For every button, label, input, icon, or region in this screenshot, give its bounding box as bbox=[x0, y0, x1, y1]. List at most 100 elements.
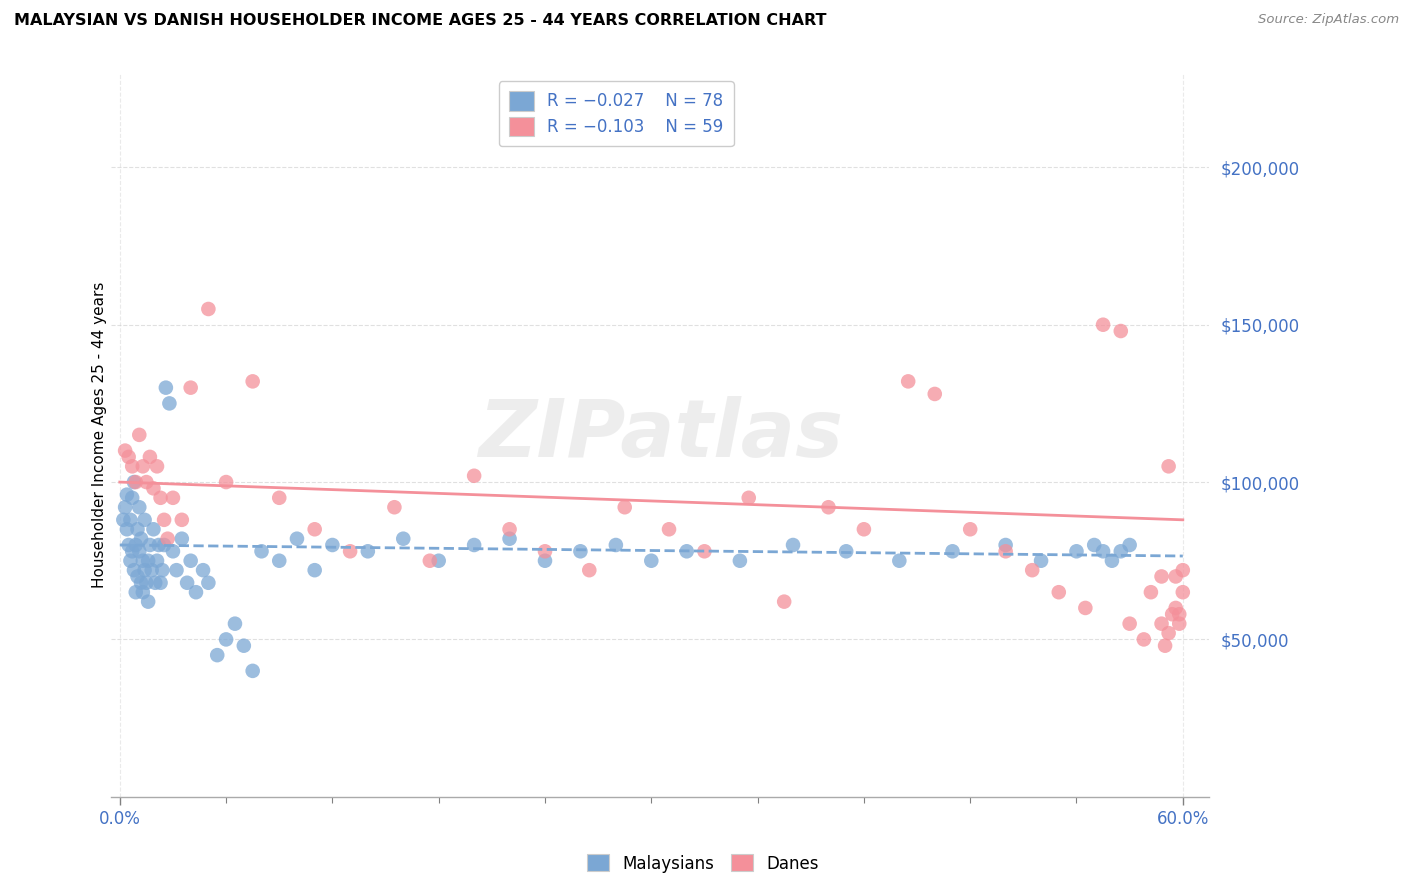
Point bbox=[1168, 607, 1191, 622]
Point bbox=[142, 481, 165, 495]
Point bbox=[115, 488, 138, 502]
Point bbox=[139, 450, 162, 464]
Point bbox=[129, 575, 152, 590]
Point bbox=[285, 532, 308, 546]
Point bbox=[675, 544, 697, 558]
Point bbox=[1164, 601, 1187, 615]
Point bbox=[852, 522, 875, 536]
Point bbox=[215, 632, 238, 647]
Point bbox=[994, 544, 1017, 558]
Point bbox=[156, 532, 179, 546]
Point bbox=[782, 538, 804, 552]
Point bbox=[419, 554, 441, 568]
Point bbox=[242, 375, 264, 389]
Point bbox=[114, 500, 136, 515]
Point bbox=[1157, 459, 1180, 474]
Point bbox=[1118, 538, 1140, 552]
Legend: Malaysians, Danes: Malaysians, Danes bbox=[581, 847, 825, 880]
Point bbox=[132, 459, 155, 474]
Point bbox=[129, 532, 152, 546]
Point bbox=[605, 538, 627, 552]
Text: ZIPatlas: ZIPatlas bbox=[478, 396, 842, 474]
Point bbox=[463, 468, 485, 483]
Point bbox=[613, 500, 636, 515]
Point bbox=[1092, 544, 1115, 558]
Point bbox=[135, 575, 157, 590]
Point bbox=[534, 554, 557, 568]
Point bbox=[146, 459, 169, 474]
Point bbox=[135, 475, 157, 489]
Point bbox=[924, 387, 946, 401]
Point bbox=[134, 513, 156, 527]
Point bbox=[1118, 616, 1140, 631]
Point bbox=[136, 594, 159, 608]
Point bbox=[1021, 563, 1043, 577]
Point bbox=[498, 522, 520, 536]
Point bbox=[128, 544, 150, 558]
Point bbox=[1164, 569, 1187, 583]
Point bbox=[118, 538, 141, 552]
Point bbox=[357, 544, 380, 558]
Point bbox=[132, 585, 155, 599]
Point bbox=[143, 575, 166, 590]
Point bbox=[817, 500, 839, 515]
Point bbox=[153, 538, 176, 552]
Point bbox=[166, 563, 188, 577]
Point bbox=[1150, 569, 1173, 583]
Point bbox=[134, 563, 156, 577]
Point bbox=[112, 513, 135, 527]
Point bbox=[122, 563, 145, 577]
Point bbox=[1047, 585, 1070, 599]
Point bbox=[1066, 544, 1088, 558]
Point bbox=[1168, 616, 1191, 631]
Point bbox=[1150, 616, 1173, 631]
Point bbox=[269, 491, 291, 505]
Point bbox=[157, 396, 180, 410]
Text: Source: ZipAtlas.com: Source: ZipAtlas.com bbox=[1258, 13, 1399, 27]
Point bbox=[148, 538, 170, 552]
Point bbox=[304, 563, 326, 577]
Point bbox=[1161, 607, 1184, 622]
Point bbox=[835, 544, 858, 558]
Point bbox=[941, 544, 963, 558]
Point bbox=[139, 538, 162, 552]
Point bbox=[176, 575, 198, 590]
Point bbox=[959, 522, 981, 536]
Point bbox=[1083, 538, 1105, 552]
Point bbox=[128, 428, 150, 442]
Point bbox=[207, 648, 229, 662]
Point bbox=[994, 538, 1017, 552]
Point bbox=[120, 513, 142, 527]
Text: MALAYSIAN VS DANISH HOUSEHOLDER INCOME AGES 25 - 44 YEARS CORRELATION CHART: MALAYSIAN VS DANISH HOUSEHOLDER INCOME A… bbox=[14, 13, 827, 29]
Point bbox=[534, 544, 557, 558]
Point bbox=[184, 585, 207, 599]
Point bbox=[121, 459, 143, 474]
Point bbox=[321, 538, 343, 552]
Point bbox=[1171, 585, 1194, 599]
Point bbox=[463, 538, 485, 552]
Point bbox=[1092, 318, 1115, 332]
Point bbox=[197, 575, 219, 590]
Point bbox=[232, 639, 254, 653]
Point bbox=[191, 563, 214, 577]
Point bbox=[1101, 554, 1123, 568]
Point bbox=[1029, 554, 1052, 568]
Point bbox=[773, 594, 796, 608]
Y-axis label: Householder Income Ages 25 - 44 years: Householder Income Ages 25 - 44 years bbox=[93, 282, 107, 588]
Point bbox=[1074, 601, 1097, 615]
Point bbox=[121, 544, 143, 558]
Point bbox=[384, 500, 406, 515]
Point bbox=[162, 544, 184, 558]
Point bbox=[125, 475, 148, 489]
Point bbox=[1109, 544, 1132, 558]
Point bbox=[658, 522, 681, 536]
Point bbox=[224, 616, 246, 631]
Point bbox=[728, 554, 751, 568]
Point bbox=[498, 532, 520, 546]
Point bbox=[339, 544, 361, 558]
Legend: R = −0.027    N = 78, R = −0.103    N = 59: R = −0.027 N = 78, R = −0.103 N = 59 bbox=[499, 81, 734, 146]
Point bbox=[180, 554, 202, 568]
Point bbox=[136, 554, 159, 568]
Point bbox=[738, 491, 761, 505]
Point bbox=[120, 554, 142, 568]
